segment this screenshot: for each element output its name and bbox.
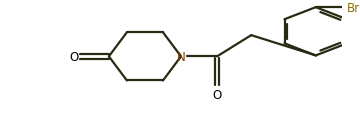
Text: O: O: [69, 50, 78, 63]
Text: O: O: [212, 89, 222, 102]
Text: N: N: [177, 50, 185, 63]
Text: Br: Br: [347, 2, 360, 15]
